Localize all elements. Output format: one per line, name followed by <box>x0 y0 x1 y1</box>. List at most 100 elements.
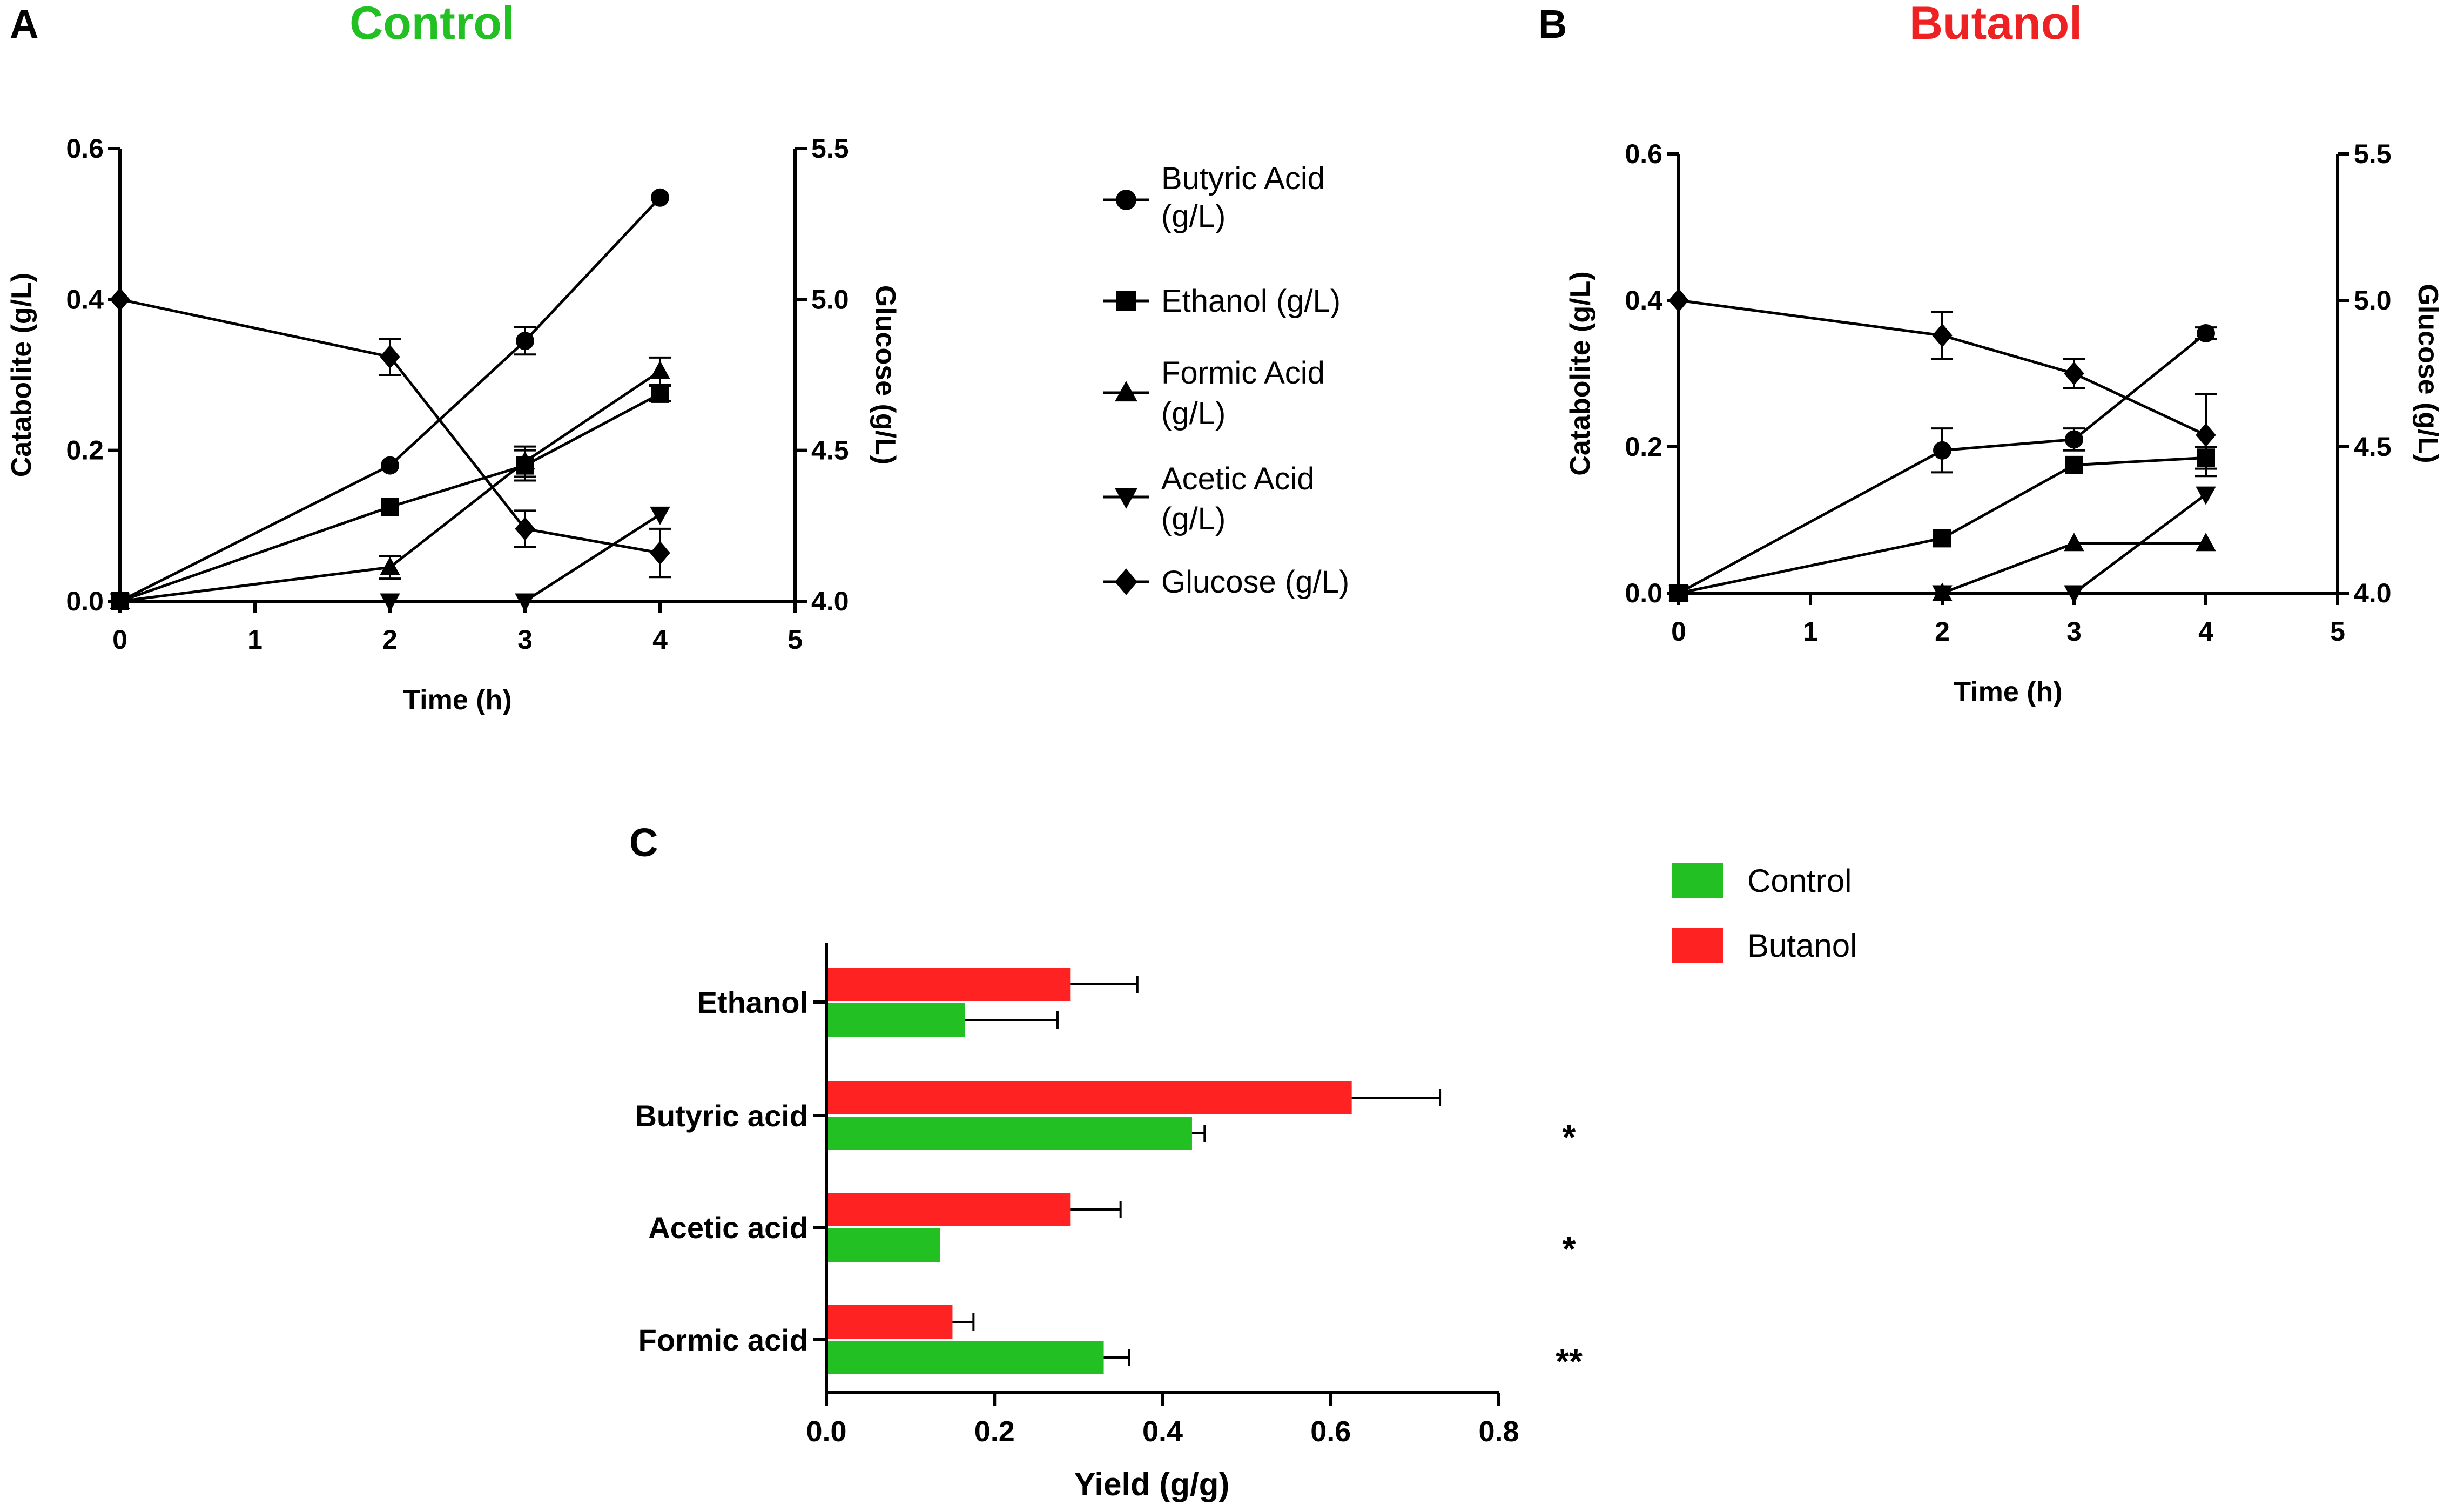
data-point-diamond <box>515 516 535 541</box>
y-tick-label: 0.2 <box>66 435 104 466</box>
x-axis-label: Time (h) <box>403 684 511 716</box>
x-tick-label: 0.2 <box>974 1415 1015 1448</box>
legend-label: Ethanol (g/L) <box>1161 284 1341 319</box>
data-point-diamond <box>650 541 670 565</box>
data-point-triangle-down <box>515 593 535 612</box>
significance-marker: * <box>1563 1118 1576 1157</box>
y-tick-label: 0.0 <box>1625 578 1662 608</box>
data-point-triangle-down <box>1668 585 1689 604</box>
series-line <box>119 197 661 603</box>
y-axis-label: Catabolite (g/L) <box>6 273 37 477</box>
data-point-circle <box>1933 441 1951 460</box>
data-point-triangle-up <box>650 360 670 379</box>
bar-control <box>828 1117 1192 1150</box>
series-line <box>120 513 661 603</box>
x-tick-label: 3 <box>517 624 533 655</box>
x-tick-label: 5 <box>2330 616 2345 647</box>
legend-marker-triangle-down <box>1115 488 1137 509</box>
significance-marker: * <box>1563 1229 1576 1268</box>
series-line <box>1678 456 2206 595</box>
data-point-triangle-down <box>2064 585 2084 604</box>
significance-marker: ** <box>1556 1342 1583 1381</box>
panel-title-butanol: Butanol <box>1909 0 2082 49</box>
data-point-triangle-down <box>110 593 130 612</box>
legend-label: Glucose (g/L) <box>1161 565 1349 600</box>
data-point-triangle-up <box>380 556 400 575</box>
data-point-triangle-down <box>1932 585 1953 604</box>
category-label: Acetic acid <box>648 1211 808 1245</box>
y2-tick-label: 5.0 <box>2354 285 2392 315</box>
data-point-diamond <box>380 345 400 369</box>
legend-label: (g/L) <box>1161 199 1226 234</box>
data-point-circle <box>2065 430 2083 449</box>
panel-title-control: Control <box>349 0 515 49</box>
y2-tick-label: 5.5 <box>2354 139 2392 169</box>
x-tick-label: 1 <box>247 624 262 655</box>
data-point-square <box>651 384 669 403</box>
y2-tick-label: 4.5 <box>2354 432 2392 462</box>
x-tick-label: 0 <box>1671 616 1686 647</box>
data-point-diamond <box>1932 323 1953 348</box>
y2-tick-label: 4.0 <box>2354 578 2392 608</box>
x-tick-label: 3 <box>2066 616 2082 647</box>
x-tick-label: 4 <box>652 624 668 655</box>
legend-marker-circle <box>1116 190 1136 210</box>
legend-marker-square <box>1116 291 1136 311</box>
y2-tick-label: 5.5 <box>811 133 849 164</box>
y-tick-label: 0.6 <box>66 133 104 164</box>
data-point-circle <box>381 456 399 475</box>
legend-label: Butanol <box>1747 928 1857 964</box>
y2-axis-label: Glucose (g/L) <box>870 285 901 465</box>
line-chart-control: 0 1 2 3 4 5 0.0 0.2 0.4 0.6 4.0 4.5 5.0 5.5 Time (h) Ca… <box>6 133 901 716</box>
y-tick-label: 0.0 <box>66 586 104 616</box>
legend-label: Formic Acid <box>1161 355 1325 391</box>
x-tick-label: 0.4 <box>1142 1415 1183 1448</box>
x-tick-label: 0 <box>112 624 127 655</box>
y2-axis-label: Glucose (g/L) <box>2412 284 2443 463</box>
panel-letter-c: C <box>629 820 658 865</box>
x-tick-label: 0.6 <box>1310 1415 1351 1448</box>
category-label: Ethanol <box>697 985 808 1019</box>
bar-control <box>828 1341 1104 1374</box>
series-line <box>1679 493 2207 595</box>
legend-label: (g/L) <box>1161 501 1226 536</box>
data-point-diamond <box>1668 288 1689 313</box>
bar-butanol <box>828 1081 1352 1114</box>
x-tick-label: 0.0 <box>806 1415 846 1448</box>
y2-tick-label: 4.0 <box>811 586 849 616</box>
y-axis-label: Catabolite (g/L) <box>1565 271 1596 475</box>
y-tick-label: 0.6 <box>1625 139 1662 169</box>
legend-label: Butyric Acid <box>1161 161 1325 196</box>
panel-letter-b: B <box>1538 2 1567 46</box>
y2-tick-label: 5.0 <box>811 284 849 314</box>
x-tick-label: 2 <box>382 624 398 655</box>
legend-swatch-butanol <box>1672 928 1723 963</box>
legend-swatch-control <box>1672 863 1723 898</box>
x-axis-label: Yield (g/g) <box>1074 1466 1230 1502</box>
legend-label: (g/L) <box>1161 396 1226 431</box>
category-label: Formic acid <box>638 1323 808 1357</box>
y-tick-label: 0.4 <box>1625 285 1662 315</box>
yield-bar-chart: 0.0 0.2 0.4 0.6 0.8 Yield (g/g) Ethanol Butyric… <box>635 943 1583 1502</box>
bar-chart-legend: Control Butanol <box>1672 863 1857 964</box>
line-chart-legend: Butyric Acid(g/L)Ethanol (g/L)Formic Aci… <box>1103 161 1349 600</box>
data-point-triangle-down <box>650 506 670 525</box>
series-line <box>119 369 661 603</box>
data-point-diamond <box>110 287 130 312</box>
x-axis-label: Time (h) <box>1954 676 2062 708</box>
series-line <box>119 298 661 555</box>
data-point-diamond <box>2196 423 2216 447</box>
data-point-circle <box>651 188 669 207</box>
x-tick-label: 5 <box>787 624 803 655</box>
series-line <box>1678 332 2207 595</box>
category-label: Butyric acid <box>635 1099 808 1133</box>
data-point-square <box>381 498 399 516</box>
bar-control <box>828 1003 965 1037</box>
legend-marker-triangle-up <box>1115 381 1137 402</box>
x-tick-label: 2 <box>1935 616 1950 647</box>
data-point-triangle-up <box>515 451 535 470</box>
bar-butanol <box>828 1305 953 1339</box>
x-tick-label: 0.8 <box>1478 1415 1519 1448</box>
data-point-circle <box>516 332 534 351</box>
